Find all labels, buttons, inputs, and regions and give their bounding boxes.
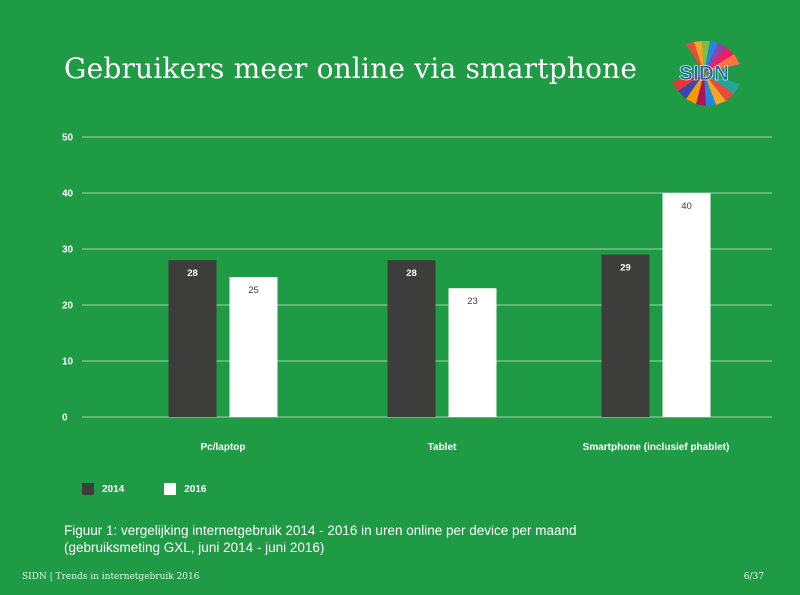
data-label: 23: [467, 296, 478, 307]
data-label: 25: [248, 285, 259, 296]
x-tick-label: Smartphone (inclusief phablet): [583, 442, 730, 453]
logo-rays: [672, 41, 740, 106]
y-tick-label: 0: [62, 413, 68, 424]
bar-2016: [662, 193, 711, 417]
bar-2014: [601, 254, 650, 417]
caption-line-2: (gebruiksmeting GXL, juni 2014 - juni 20…: [64, 540, 325, 555]
legend-label-2014: 2014: [102, 483, 125, 495]
legend-swatch-2016: [164, 483, 177, 495]
bar-2016: [448, 288, 497, 417]
caption-line-1: Figuur 1: vergelijking internetgebruik 2…: [64, 523, 577, 538]
y-tick-label: 40: [62, 189, 74, 200]
chart-bars: [168, 193, 711, 417]
bar-2014: [387, 260, 436, 417]
figure-caption: Figuur 1: vergelijking internetgebruik 2…: [64, 522, 577, 556]
data-label: 40: [681, 201, 692, 212]
chart-legend: 2014 2016: [82, 483, 247, 495]
page-number: 6/37: [743, 572, 764, 582]
y-tick-label: 30: [62, 245, 74, 256]
y-tick-label: 10: [62, 357, 74, 368]
bar-2016: [229, 277, 278, 417]
bar-chart: 0 10 20 30 40 50 28 25 28 23 29 40 Pc/laptop Tablet…: [62, 133, 772, 453]
data-label: 28: [406, 268, 417, 279]
data-label: 28: [187, 268, 198, 279]
footer-source: SIDN | Trends in internetgebruik 2016: [22, 572, 200, 582]
legend-item-2014: 2014: [82, 483, 124, 495]
data-labels: 28 25 28 23 29 40: [187, 201, 692, 307]
x-axis-ticks: Pc/laptop Tablet Smartphone (inclusief pha…: [200, 442, 729, 453]
y-tick-label: 20: [62, 301, 74, 312]
legend-swatch-2014: [82, 483, 94, 495]
x-tick-label: Tablet: [428, 442, 457, 453]
x-tick-label: Pc/laptop: [200, 442, 245, 453]
y-tick-label: 50: [62, 133, 74, 144]
data-label: 29: [620, 263, 631, 274]
legend-label-2016: 2016: [184, 483, 207, 495]
sidn-logo: SIDN: [672, 41, 740, 106]
y-axis-ticks: 0 10 20 30 40 50: [62, 133, 74, 424]
legend-item-2016: 2016: [164, 483, 207, 495]
bar-2014: [168, 260, 217, 417]
slide-title: Gebruikers meer online via smartphone: [64, 52, 638, 85]
logo-text: SIDN: [679, 62, 729, 85]
